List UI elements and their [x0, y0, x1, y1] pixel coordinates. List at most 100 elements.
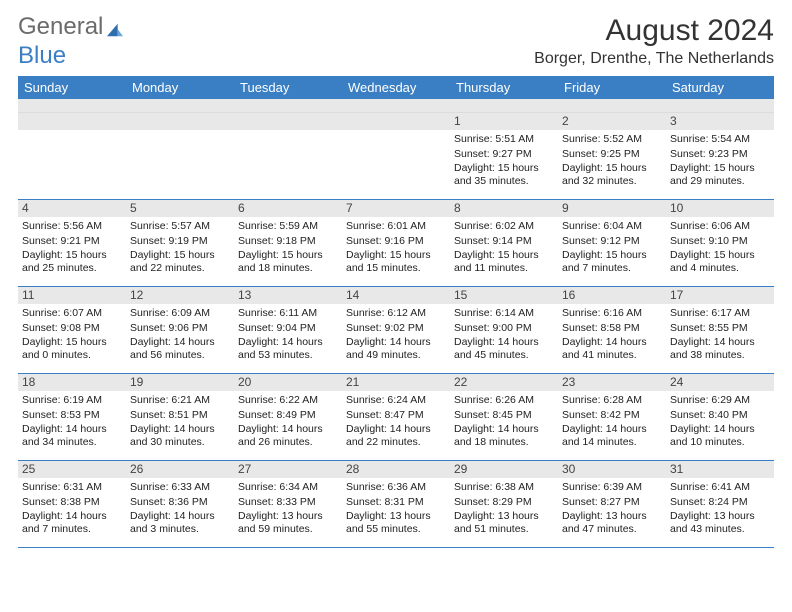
day-header: Sunday [18, 76, 126, 99]
daylight-text: Daylight: 14 hours and 53 minutes. [238, 336, 338, 362]
day-number: 14 [342, 287, 450, 304]
sunset-text: Sunset: 8:51 PM [130, 409, 230, 422]
blank-cell [234, 113, 342, 199]
day-cell: 17Sunrise: 6:17 AMSunset: 8:55 PMDayligh… [666, 287, 774, 373]
sunset-text: Sunset: 9:16 PM [346, 235, 446, 248]
sunset-text: Sunset: 8:49 PM [238, 409, 338, 422]
logo-sail-icon [105, 18, 125, 43]
day-cell: 30Sunrise: 6:39 AMSunset: 8:27 PMDayligh… [558, 461, 666, 547]
day-number: 4 [18, 200, 126, 217]
day-cell: 25 Sunrise: 6:31 AM Sunset: 8:38 PMDayligh… [18, 461, 126, 547]
week-row: 18Sunrise: 6:19 AMSunset: 8:53 PMDayligh… [18, 374, 774, 461]
sunset-text: Sunset: 8:40 PM [670, 409, 770, 422]
sunset-text: Sunset: 9:04 PM [238, 322, 338, 335]
sunset-text: Sunset: 8:45 PM [454, 409, 554, 422]
daylight-text: Daylight: 15 hours and 18 minutes. [238, 249, 338, 275]
daylight-text: Daylight: 14 hours and 49 minutes. [346, 336, 446, 362]
day-cell: 4Sunrise: 5:56 AMSunset: 9:21 PMDaylight… [18, 200, 126, 286]
sunrise-text: Sunrise: 5:52 AM [562, 133, 662, 146]
day-number: 2 [558, 113, 666, 130]
sunset-text: Sunset: 9:08 PM [22, 322, 122, 335]
day-number: 25 [18, 461, 126, 478]
day-number: 8 [450, 200, 558, 217]
sunrise-text: Sunrise: 6:02 AM [454, 220, 554, 233]
day-cell: 20Sunrise: 6:22 AMSunset: 8:49 PMDayligh… [234, 374, 342, 460]
daylight-text: Daylight: 14 hours and 34 minutes. [22, 423, 122, 449]
sunrise-text: Sunrise: 6:31 AM [22, 481, 122, 494]
day-number: 1 [450, 113, 558, 130]
day-number: 16 [558, 287, 666, 304]
day-cell: 7Sunrise: 6:01 AMSunset: 9:16 PMDaylight… [342, 200, 450, 286]
day-number-blank [126, 113, 234, 130]
day-number: 6 [234, 200, 342, 217]
daylight-text: Daylight: 15 hours and 15 minutes. [346, 249, 446, 275]
day-cell: 24Sunrise: 6:29 AMSunset: 8:40 PMDayligh… [666, 374, 774, 460]
daylight-text: Daylight: 15 hours and 29 minutes. [670, 162, 770, 188]
day-number: 27 [234, 461, 342, 478]
sunset-text: Sunset: 8:33 PM [238, 496, 338, 509]
sunset-text: Sunset: 8:38 PM [22, 496, 122, 509]
day-cell: 1Sunrise: 5:51 AMSunset: 9:27 PMDaylight… [450, 113, 558, 199]
brand-blue: Blue [18, 42, 66, 69]
title-block: August 2024 Borger, Drenthe, The Netherl… [534, 14, 774, 68]
week-row: 25Sunrise: 6:31 AMSunset: 8:38 PMDayligh… [18, 461, 774, 548]
day-number: 18 [18, 374, 126, 391]
brand-logo: GeneralBlue [18, 14, 125, 68]
sunrise-text: Sunrise: 6:09 AM [130, 307, 230, 320]
daylight-text: Daylight: 14 hours and 22 minutes. [346, 423, 446, 449]
day-cell: 10Sunrise: 6:06 AMSunset: 9:10 PMDayligh… [666, 200, 774, 286]
day-cell: 15Sunrise: 6:14 AMSunset: 9:00 PMDayligh… [450, 287, 558, 373]
day-number: 24 [666, 374, 774, 391]
sunset-text: Sunset: 8:53 PM [22, 409, 122, 422]
daylight-text: Daylight: 14 hours and 30 minutes. [130, 423, 230, 449]
weeks-container: 1Sunrise: 5:51 AMSunset: 9:27 PMDaylight… [18, 113, 774, 548]
sunset-text: Sunset: 9:27 PM [454, 148, 554, 161]
day-cell: 11Sunrise: 6:07 AMSunset: 9:08 PMDayligh… [18, 287, 126, 373]
day-number: 30 [558, 461, 666, 478]
page-header: GeneralBlue August 2024 Borger, Drenthe,… [18, 14, 774, 68]
sunset-text: Sunset: 8:55 PM [670, 322, 770, 335]
sunrise-text: Sunrise: 6:33 AM [130, 481, 230, 494]
day-number-blank [342, 113, 450, 130]
day-number: 13 [234, 287, 342, 304]
blank-cell [18, 113, 126, 199]
day-number-blank [18, 113, 126, 130]
day-cell: 6Sunrise: 5:59 AMSunset: 9:18 PMDaylight… [234, 200, 342, 286]
sunrise-text: Sunrise: 6:22 AM [238, 394, 338, 407]
sunrise-text: Sunrise: 6:36 AM [346, 481, 446, 494]
day-cell: 13Sunrise: 6:11 AMSunset: 9:04 PMDayligh… [234, 287, 342, 373]
daylight-text: Daylight: 14 hours and 45 minutes. [454, 336, 554, 362]
daylight-text: Daylight: 15 hours and 25 minutes. [22, 249, 122, 275]
day-header: Thursday [450, 76, 558, 99]
sunrise-text: Sunrise: 6:19 AM [22, 394, 122, 407]
brand-general: General [18, 13, 103, 40]
daylight-text: Daylight: 15 hours and 11 minutes. [454, 249, 554, 275]
day-cell: 3Sunrise: 5:54 AMSunset: 9:23 PMDaylight… [666, 113, 774, 199]
day-number: 31 [666, 461, 774, 478]
day-number: 17 [666, 287, 774, 304]
day-number: 23 [558, 374, 666, 391]
day-number: 20 [234, 374, 342, 391]
sunset-text: Sunset: 9:12 PM [562, 235, 662, 248]
daylight-text: Daylight: 14 hours and 7 minutes. [22, 510, 122, 536]
day-cell: 19Sunrise: 6:21 AMSunset: 8:51 PMDayligh… [126, 374, 234, 460]
sunset-text: Sunset: 9:00 PM [454, 322, 554, 335]
sunrise-text: Sunrise: 6:28 AM [562, 394, 662, 407]
daylight-text: Daylight: 14 hours and 18 minutes. [454, 423, 554, 449]
day-cell: 18 Sunrise: 6:19 AM Sunset: 8:53 PMDayligh… [18, 374, 126, 460]
day-header: Friday [558, 76, 666, 99]
sunrise-text: Sunrise: 6:01 AM [346, 220, 446, 233]
daylight-text: Daylight: 13 hours and 51 minutes. [454, 510, 554, 536]
sunrise-text: Sunrise: 6:41 AM [670, 481, 770, 494]
daylight-text: Daylight: 15 hours and 7 minutes. [562, 249, 662, 275]
sunrise-text: Sunrise: 5:57 AM [130, 220, 230, 233]
day-cell: 12Sunrise: 6:09 AMSunset: 9:06 PMDayligh… [126, 287, 234, 373]
sunrise-text: Sunrise: 6:38 AM [454, 481, 554, 494]
sunrise-text: Sunrise: 5:54 AM [670, 133, 770, 146]
sunset-text: Sunset: 9:19 PM [130, 235, 230, 248]
day-number: 5 [126, 200, 234, 217]
sunset-text: Sunset: 9:21 PM [22, 235, 122, 248]
sunrise-text: Sunrise: 6:26 AM [454, 394, 554, 407]
sunrise-text: Sunrise: 6:24 AM [346, 394, 446, 407]
blank-cell [126, 113, 234, 199]
